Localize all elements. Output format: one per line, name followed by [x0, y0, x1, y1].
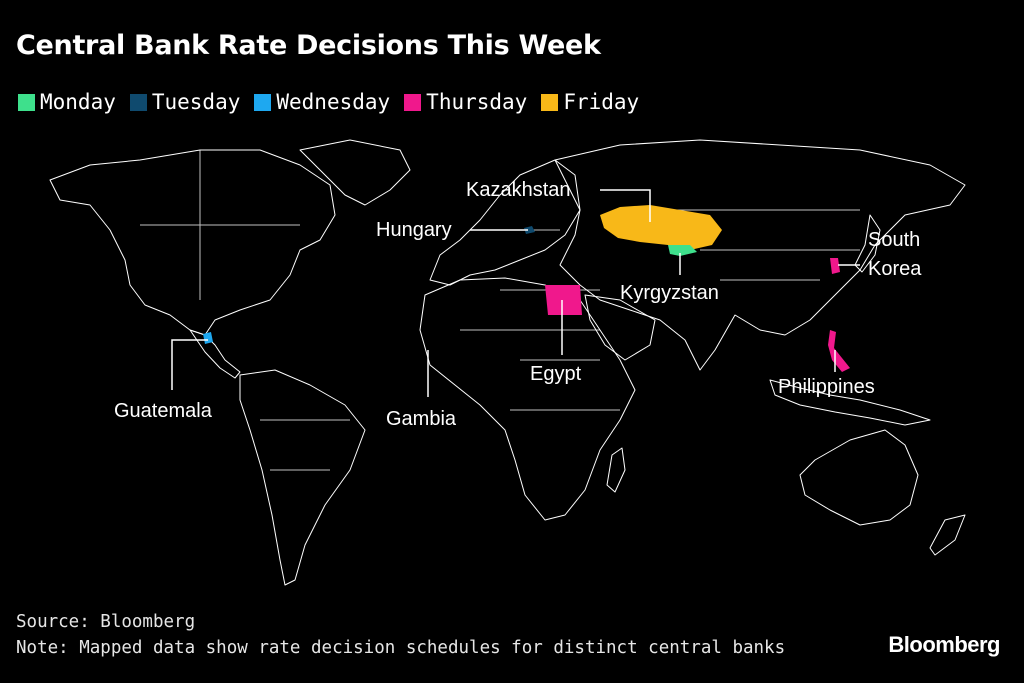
label-kyrgyzstan: Kyrgyzstan	[620, 282, 719, 304]
world-map: Kazakhstan Hungary South Korea Kyrgyzsta…	[49, 139, 966, 586]
legend: Monday Tuesday Wednesday Thursday Friday	[18, 90, 639, 114]
legend-item-tuesday: Tuesday	[129, 90, 241, 114]
guatemala-shape	[203, 332, 213, 344]
legend-swatch-thursday	[404, 93, 422, 111]
australia-outline	[799, 429, 919, 526]
legend-swatch-friday	[541, 93, 559, 111]
guatemala-leader	[171, 339, 208, 390]
bloomberg-logo: Bloomberg	[888, 632, 1000, 657]
central-america-outline	[189, 329, 241, 379]
label-hungary: Hungary	[376, 219, 452, 241]
label-egypt: Egypt	[530, 363, 582, 385]
label-gambia: Gambia	[386, 408, 457, 430]
legend-item-wednesday: Wednesday	[254, 90, 390, 114]
indonesia-outline	[769, 379, 931, 426]
north-america-outline	[49, 149, 336, 336]
data-note: Note: Mapped data show rate decision sch…	[16, 638, 786, 658]
legend-item-friday: Friday	[541, 90, 639, 114]
label-philippines: Philippines	[778, 376, 875, 398]
legend-item-monday: Monday	[18, 90, 116, 114]
label-kazakhstan: Kazakhstan	[466, 179, 571, 201]
arabia-outline	[584, 294, 656, 361]
label-guatemala: Guatemala	[114, 400, 213, 422]
legend-label-friday: Friday	[563, 90, 640, 114]
japan-outline	[854, 214, 881, 273]
philippines-shape	[828, 330, 850, 372]
kazakhstan-leader	[600, 189, 651, 222]
egypt-shape	[545, 285, 582, 315]
south-america-outline	[239, 369, 366, 586]
label-korea: Korea	[868, 258, 922, 280]
source-note: Source: Bloomberg	[16, 612, 196, 632]
legend-swatch-wednesday	[254, 93, 272, 111]
legend-swatch-monday	[18, 93, 35, 111]
new-zealand-outline	[929, 514, 966, 556]
greenland-outline	[299, 139, 411, 206]
south-korea-shape	[830, 258, 840, 274]
label-south: South	[868, 229, 920, 251]
kazakhstan-shape	[600, 205, 722, 250]
africa-outline	[419, 277, 636, 521]
land-outlines	[49, 139, 966, 586]
hungary-shape	[524, 226, 535, 234]
leader-lines	[171, 189, 860, 397]
madagascar-outline	[606, 447, 626, 493]
legend-label-wednesday: Wednesday	[276, 90, 391, 114]
kyrgyzstan-shape	[668, 245, 697, 256]
legend-swatch-tuesday	[129, 93, 147, 111]
asia-outline	[554, 139, 966, 371]
legend-label-thursday: Thursday	[426, 90, 528, 114]
legend-label-monday: Monday	[40, 90, 116, 114]
chart-title: Central Bank Rate Decisions This Week	[16, 30, 601, 61]
legend-label-tuesday: Tuesday	[151, 90, 241, 114]
legend-item-thursday: Thursday	[404, 90, 527, 114]
